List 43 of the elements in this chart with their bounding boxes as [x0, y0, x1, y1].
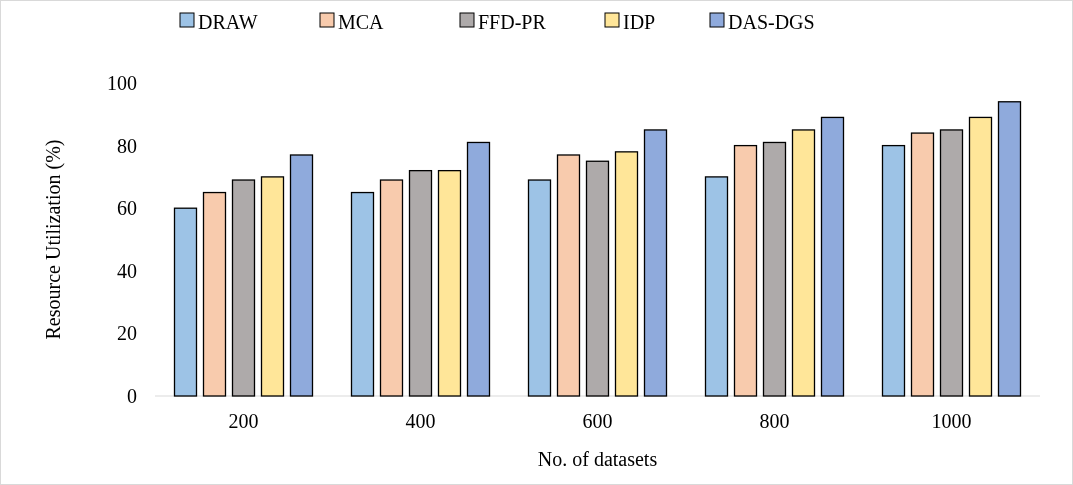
bar	[289, 154, 314, 397]
x-tick-label: 1000	[931, 410, 972, 432]
bar	[939, 129, 964, 397]
bar	[733, 144, 758, 397]
y-tick-label: 20	[117, 322, 137, 345]
legend-label: DRAW	[198, 11, 258, 33]
bar	[527, 179, 552, 397]
y-tick-label: 60	[117, 197, 137, 220]
bar	[408, 169, 433, 397]
bar	[202, 191, 227, 397]
bar	[231, 179, 256, 397]
x-tick-label: 600	[582, 410, 613, 432]
bar	[704, 176, 729, 397]
y-tick-label: 100	[107, 72, 137, 94]
bar	[643, 129, 668, 397]
x-tick-label: 400	[405, 410, 436, 432]
y-axis-title: Resource Utilization (%)	[42, 139, 65, 340]
bar	[556, 154, 581, 397]
bar	[997, 101, 1022, 397]
x-tick-label: 800	[759, 410, 790, 432]
bar	[968, 116, 993, 397]
bar	[173, 207, 198, 397]
legend-label: IDP	[623, 11, 656, 33]
bar	[881, 144, 906, 397]
bar	[614, 151, 639, 397]
bar	[260, 176, 285, 397]
bar	[466, 141, 491, 397]
y-tick-label: 0	[127, 385, 137, 407]
bar	[820, 116, 845, 397]
bar	[791, 129, 816, 397]
bar	[762, 141, 787, 397]
bar	[910, 132, 935, 397]
bar	[437, 169, 462, 397]
legend-label: DAS-DGS	[728, 11, 815, 33]
y-tick-label: 40	[117, 259, 137, 282]
x-tick-label: 200	[228, 410, 259, 432]
legend-label: MCA	[338, 11, 385, 33]
x-axis-title: No. of datasets	[537, 448, 658, 470]
bar	[585, 160, 610, 397]
bar	[350, 191, 375, 397]
bar	[379, 179, 404, 397]
legend-label: FFD-PR	[478, 11, 547, 33]
y-tick-label: 80	[117, 134, 137, 157]
